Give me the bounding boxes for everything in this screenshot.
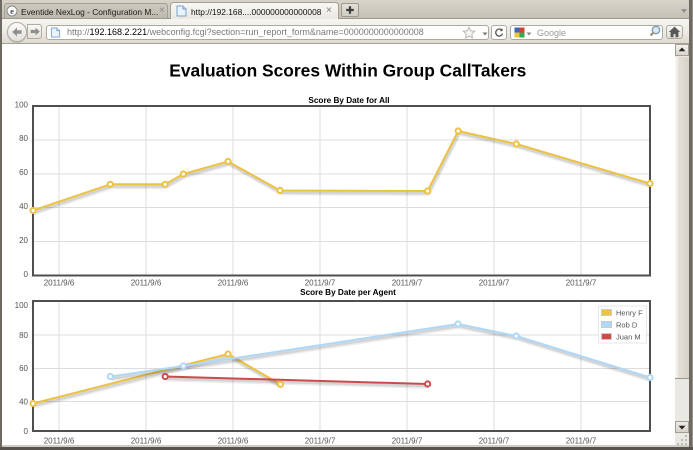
svg-text:40: 40 [19, 398, 28, 407]
svg-text:Score By Date per Agent: Score By Date per Agent [300, 288, 396, 297]
svg-text:80: 80 [19, 134, 28, 143]
svg-text:2011/9/7: 2011/9/7 [479, 279, 510, 288]
svg-text:2011/9/7: 2011/9/7 [566, 279, 597, 288]
svg-text:2011/9/6: 2011/9/6 [131, 436, 162, 445]
svg-text:2011/9/7: 2011/9/7 [392, 279, 423, 288]
svg-text:2011/9/6: 2011/9/6 [218, 279, 249, 288]
svg-text:2011/9/6: 2011/9/6 [44, 279, 75, 288]
svg-text:Juan M: Juan M [616, 333, 641, 342]
svg-text:2011/9/7: 2011/9/7 [305, 436, 336, 445]
svg-text:60: 60 [19, 168, 28, 177]
svg-text:80: 80 [19, 331, 28, 340]
svg-text:0: 0 [24, 270, 29, 279]
svg-text:20: 20 [19, 236, 28, 245]
svg-text:2011/9/7: 2011/9/7 [479, 436, 510, 445]
svg-text:Henry F: Henry F [616, 308, 643, 317]
svg-text:2011/9/6: 2011/9/6 [218, 436, 249, 445]
svg-text:Rob D: Rob D [616, 321, 638, 330]
svg-text:40: 40 [19, 202, 28, 211]
svg-text:100: 100 [15, 301, 29, 310]
svg-text:2011/9/7: 2011/9/7 [566, 436, 597, 445]
svg-text:2011/9/6: 2011/9/6 [44, 436, 75, 445]
svg-text:Evaluation Scores Within Group: Evaluation Scores Within Group CallTaker… [169, 61, 526, 81]
svg-text:Score By Date for All: Score By Date for All [308, 96, 389, 105]
svg-text:2011/9/6: 2011/9/6 [131, 279, 162, 288]
svg-text:0: 0 [24, 427, 29, 436]
svg-text:2011/9/7: 2011/9/7 [392, 436, 423, 445]
svg-text:100: 100 [15, 100, 29, 109]
svg-text:60: 60 [19, 364, 28, 373]
svg-text:e: e [10, 6, 14, 16]
svg-text:2011/9/7: 2011/9/7 [305, 279, 336, 288]
